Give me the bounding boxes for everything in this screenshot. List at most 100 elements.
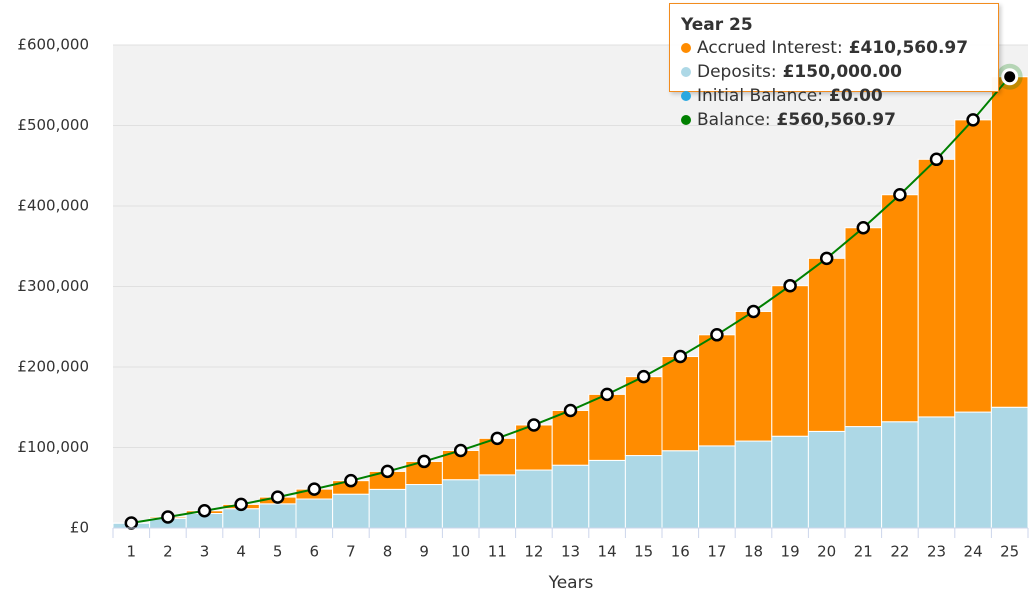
tooltip-label: Balance [697,110,771,130]
bar-segment [624,455,663,529]
bar-segment [844,426,883,529]
balance-point [746,304,761,319]
bar-segment [844,227,883,428]
balance-point [380,464,395,479]
x-tick-label: 5 [273,543,283,561]
x-tick-label: 25 [1000,543,1019,561]
balance-point [966,113,980,127]
balance-point [270,490,285,504]
x-tick-label: 3 [200,543,210,561]
bar-segment [698,445,736,529]
tooltip-rows: Accrued Interest£410,560.97Deposits£150,… [681,36,998,132]
x-tick-label: 17 [707,543,726,561]
tooltip-label: Accrued Interest [697,38,843,58]
tooltip-value: £150,000.00 [782,62,902,82]
x-tick-label: 7 [346,543,356,561]
bar-segment [881,194,919,423]
bar-segment [222,508,260,529]
x-tick-label: 10 [451,543,470,561]
bar-segment [661,450,700,529]
x-tick-label: 2 [163,543,173,561]
tooltip-value: £410,560.97 [848,38,969,58]
balance-point [710,328,724,342]
balance-point [1001,68,1019,86]
bar-segment [624,376,663,457]
x-tick-label: 15 [634,543,653,561]
bar-segment [807,430,846,529]
y-tick-label: £400,000 [17,197,89,215]
balance-point [490,431,505,446]
x-tick-label: 1 [127,543,137,561]
tooltip-row: Balance£560,560.97 [681,108,998,132]
tooltip-row: Initial Balance£0.00 [681,84,998,108]
tooltip-label: Initial Balance [697,86,823,106]
bar-segment [295,498,334,529]
balance-point [453,443,468,458]
balance-point [856,220,871,235]
bar-segment [441,479,480,529]
bar-segment [954,119,992,413]
x-tick-label: 13 [561,543,580,561]
bar-segment [368,488,407,529]
bar-segment [588,459,626,529]
x-tick-label: 6 [310,543,320,561]
balance-point [600,387,614,402]
x-tick-label: 9 [419,543,429,561]
balance-point [819,251,834,266]
x-tick-label: 14 [598,543,617,561]
tooltip-row: Deposits£150,000.00 [681,60,998,84]
bar-segment [917,158,956,418]
x-tick-label: 21 [854,543,873,561]
bar-segment [771,285,809,437]
balance-point [673,349,688,364]
balance-point [161,510,175,524]
balance-point [527,418,541,432]
balance-point [563,403,578,418]
bar-segment [771,435,809,529]
x-tick-label: 16 [671,543,690,561]
bar-segment [405,484,443,529]
x-tick-label: 24 [964,543,983,561]
tooltip-marker [681,91,691,101]
x-axis-title: Years [548,573,594,593]
bar-segment [515,424,553,471]
balance-point [783,278,797,293]
tooltip-row: Accrued Interest£410,560.97 [681,36,998,60]
balance-point [197,504,212,518]
tooltip-value: £560,560.97 [776,110,896,130]
bar-segment [734,310,773,442]
bar-segment [551,464,590,529]
tooltip-title: Year 25 [681,15,753,35]
bar-segment [917,416,956,529]
y-tick-label: £600,000 [17,36,89,54]
bar-segment [734,440,773,529]
tooltip-label: Deposits [697,62,777,82]
balance-point [893,187,907,202]
balance-point [124,516,139,530]
x-tick-label: 11 [488,543,507,561]
y-tick-label: £0 [70,519,89,537]
bar-segment [588,393,626,461]
bar-segment [990,76,1029,408]
x-tick-label: 18 [744,543,763,561]
balance-point [929,152,944,167]
x-tick-label: 12 [524,543,543,561]
bar-segment [881,421,919,529]
bar-segment [332,493,370,529]
bar-segment [954,411,992,529]
bar-segment [258,503,297,529]
tooltip-marker [681,67,691,77]
tooltip-marker [681,43,691,53]
bar-segment [807,257,846,432]
tooltip: Year 25 Accrued Interest£410,560.97Depos… [669,3,999,130]
x-tick-label: 22 [890,543,909,561]
y-tick-label: £500,000 [17,116,89,134]
tooltip-marker [681,115,691,125]
bar-segment [661,356,700,452]
x-tick-label: 19 [781,543,800,561]
balance-point [234,497,248,512]
balance-point [417,454,431,469]
bar-segment [698,334,736,447]
tooltip-value: £0.00 [828,86,883,106]
